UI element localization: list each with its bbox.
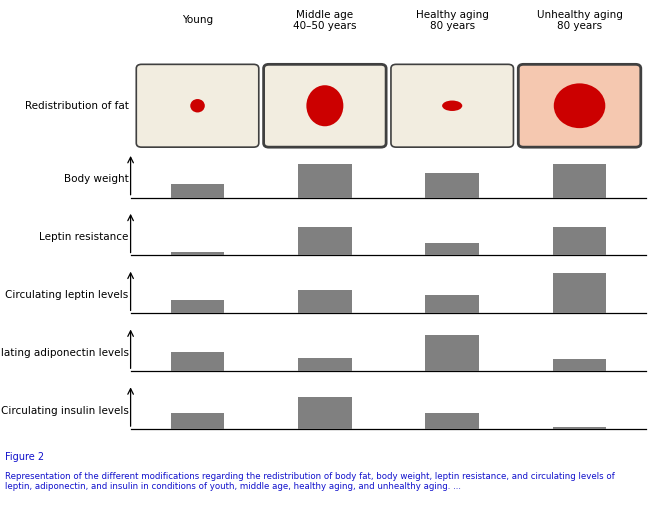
Text: Middle age
40–50 years: Middle age 40–50 years [293,10,357,31]
Text: Unhealthy aging
80 years: Unhealthy aging 80 years [537,10,622,31]
Ellipse shape [442,101,462,111]
Text: Healthy aging
80 years: Healthy aging 80 years [416,10,488,31]
Text: Figure 2: Figure 2 [5,452,44,462]
FancyBboxPatch shape [391,64,513,147]
Bar [298,164,351,198]
Bar [426,413,479,429]
FancyBboxPatch shape [136,64,259,147]
Bar [426,173,479,198]
Text: Representation of the different modifications regarding the redistribution of bo: Representation of the different modifica… [5,472,615,491]
Bar [298,397,351,429]
Ellipse shape [554,83,605,128]
Text: Circulating insulin levels: Circulating insulin levels [1,406,129,415]
Bar [171,184,224,198]
Text: Leptin resistance: Leptin resistance [39,232,129,242]
Bar [426,243,479,256]
Bar [426,335,479,371]
Bar [171,252,224,256]
Bar [553,164,606,198]
Text: Young: Young [182,15,213,26]
Text: Circulating adiponectin levels: Circulating adiponectin levels [0,347,129,358]
Bar [298,290,351,313]
Bar [553,427,606,429]
FancyBboxPatch shape [518,64,641,147]
Text: Body weight: Body weight [64,174,129,184]
Bar [171,353,224,371]
Text: Redistribution of fat: Redistribution of fat [25,101,129,111]
Bar [553,226,606,256]
Bar [426,295,479,313]
Bar [171,300,224,313]
Bar [553,359,606,371]
Bar [171,413,224,429]
FancyBboxPatch shape [264,64,386,147]
Bar [298,358,351,371]
Ellipse shape [190,99,205,112]
Bar [553,273,606,313]
Ellipse shape [306,85,343,126]
Text: Circulating leptin levels: Circulating leptin levels [5,290,129,300]
Bar [298,226,351,256]
